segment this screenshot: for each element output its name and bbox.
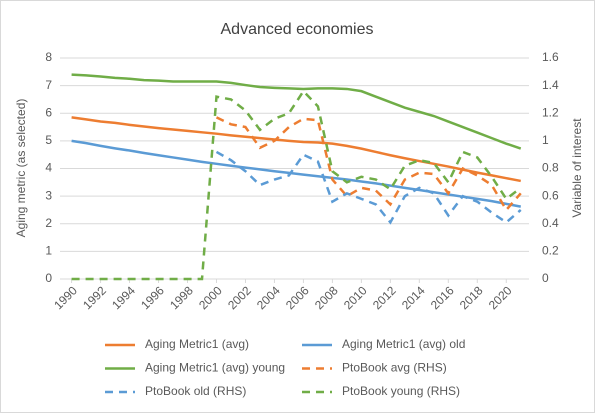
- y-tick-label: 0: [45, 271, 52, 285]
- series-line: [71, 73, 522, 150]
- y2-tick-label: 1: [542, 133, 549, 147]
- y2-axis-label: Variable of interest: [570, 118, 584, 218]
- y2-tick-label: 1.4: [542, 78, 559, 92]
- legend-label: Aging Metric1 (avg) young: [145, 361, 285, 375]
- y-tick-label: 2: [45, 216, 52, 230]
- y-tick-label: 1: [45, 244, 52, 258]
- y-tick-label: 8: [45, 50, 52, 64]
- series-line: [71, 139, 521, 208]
- y2-tick-label: 0.4: [542, 216, 559, 230]
- legend-label: Aging Metric1 (avg) old: [342, 337, 465, 351]
- y-tick-label: 5: [45, 133, 52, 147]
- y-tick-label: 4: [45, 161, 52, 175]
- y2-tick-label: 0: [542, 271, 549, 285]
- y-tick-label: 6: [45, 105, 52, 119]
- series-line: [215, 116, 522, 213]
- y-tick-label: 7: [45, 78, 52, 92]
- y2-tick-label: 1.6: [542, 50, 559, 64]
- series-line: [71, 89, 522, 281]
- series-line: [215, 150, 522, 225]
- y-axis-label: Aging metric (as selected): [14, 99, 28, 238]
- legend-label: PtoBook avg (RHS): [342, 361, 447, 375]
- y2-tick-label: 0.2: [542, 244, 559, 258]
- y-tick-label: 3: [45, 188, 52, 202]
- y2-tick-label: 1.2: [542, 105, 559, 119]
- chart-title: Advanced economies: [221, 21, 374, 38]
- series-line: [71, 116, 521, 183]
- y2-tick-label: 0.8: [542, 161, 559, 175]
- legend-label: PtoBook young (RHS): [342, 384, 460, 398]
- y2-tick-label: 0.6: [542, 188, 559, 202]
- legend-label: Aging Metric1 (avg): [145, 337, 249, 351]
- legend-label: PtoBook old (RHS): [145, 384, 246, 398]
